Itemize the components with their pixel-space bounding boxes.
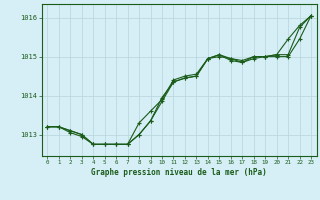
X-axis label: Graphe pression niveau de la mer (hPa): Graphe pression niveau de la mer (hPa) <box>91 168 267 177</box>
